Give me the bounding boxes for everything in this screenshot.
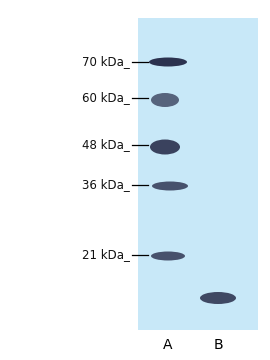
Ellipse shape: [149, 58, 187, 67]
Ellipse shape: [150, 139, 180, 154]
Bar: [138, 18, 258, 330]
Text: 21 kDa_: 21 kDa_: [82, 248, 130, 261]
Text: 70 kDa_: 70 kDa_: [82, 55, 130, 68]
Ellipse shape: [200, 292, 236, 304]
Ellipse shape: [151, 252, 185, 261]
Text: A: A: [163, 338, 173, 352]
Ellipse shape: [151, 93, 179, 107]
Text: 36 kDa_: 36 kDa_: [82, 179, 130, 192]
Text: B: B: [213, 338, 223, 352]
Text: 48 kDa_: 48 kDa_: [82, 139, 130, 152]
Ellipse shape: [152, 181, 188, 190]
Text: 60 kDa_: 60 kDa_: [82, 91, 130, 104]
